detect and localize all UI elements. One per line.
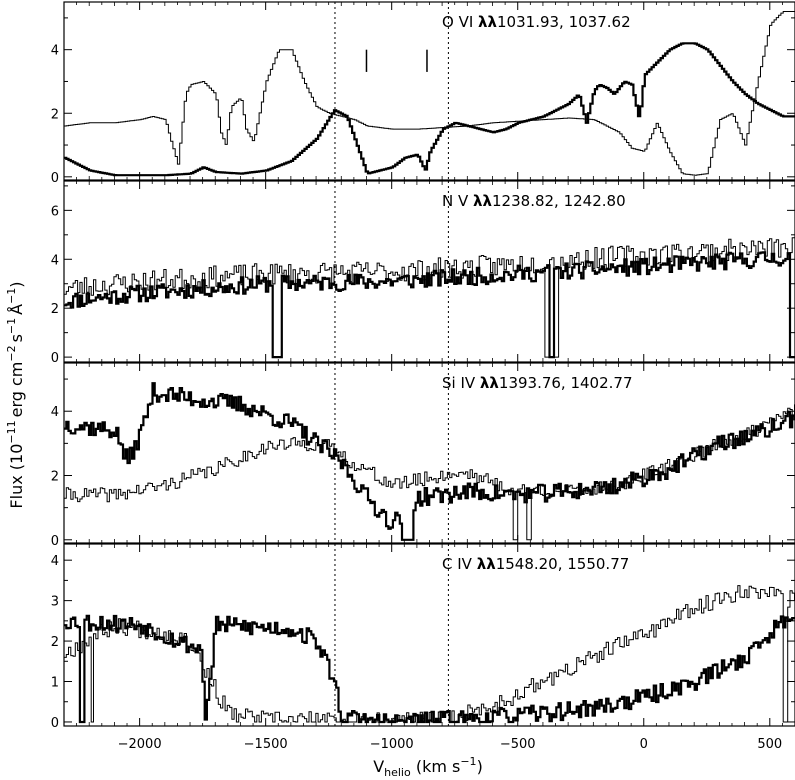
- panel-title: C IV λλ1548.20, 1550.77: [442, 555, 629, 573]
- y-tick-label: 2: [51, 302, 59, 317]
- y-axis-label: Flux (10−11erg cm−2s−1Å−1): [5, 281, 26, 508]
- y-tick-label: 3: [51, 595, 59, 610]
- panel-1: 0 2 4 O VI λλ1031.93, 1037.62: [51, 1, 795, 186]
- y-tick-label: 2: [51, 107, 59, 122]
- y-tick-label: 4: [51, 554, 59, 569]
- y-tick-label: 6: [51, 204, 59, 219]
- spectrum-thin-line: [64, 585, 795, 723]
- x-axis-label: Vhelio (km s−1): [373, 755, 483, 779]
- y-tick-label: 0: [51, 351, 59, 366]
- panels-group: 0 2 4 O VI λλ1031.93, 1037.62 0 2 4 6 N V λλ1238…: [51, 1, 795, 752]
- spectrum-thin-line: [64, 404, 795, 541]
- x-tick-label: −1000: [370, 737, 414, 752]
- spectrum-thick-line: [64, 614, 795, 724]
- y-tick-label: 2: [51, 635, 59, 650]
- y-tick-label: 4: [51, 405, 59, 420]
- spectrum-thick-line: [64, 251, 795, 359]
- x-tick-label: −1500: [244, 737, 288, 752]
- spectrum-thick-line: [64, 42, 795, 177]
- y-tick-label: 0: [51, 171, 59, 186]
- panel-4: 0 1 2 3 4 C IV λλ1548.20, 1550.77: [51, 543, 795, 731]
- y-tick-label: 2: [51, 470, 59, 485]
- y-tick-label: 1: [51, 676, 59, 691]
- panel-3: 0 2 4 Si IV λλ1393.76, 1402.77: [51, 362, 795, 549]
- x-tick-label: 0: [640, 737, 648, 752]
- x-tick-label: −2000: [118, 737, 162, 752]
- x-tick-label: −500: [500, 737, 536, 752]
- spectrum-thin-line: [64, 237, 795, 358]
- y-tick-label: 4: [51, 253, 59, 268]
- spectrum-thin-line: [64, 11, 795, 176]
- panel-title: N V λλ1238.82, 1242.80: [442, 192, 626, 210]
- panel-title: Si IV λλ1393.76, 1402.77: [442, 374, 633, 392]
- y-tick-label: 0: [51, 534, 59, 549]
- y-tick-label: 4: [51, 44, 59, 59]
- x-tick-label: 500: [757, 737, 782, 752]
- panel-title: O VI λλ1031.93, 1037.62: [442, 13, 631, 31]
- panel-2: 0 2 4 6 N V λλ1238.82, 1242.80: [51, 180, 795, 366]
- spectrum-thick-line: [64, 382, 795, 541]
- y-tick-label: 0: [51, 716, 59, 731]
